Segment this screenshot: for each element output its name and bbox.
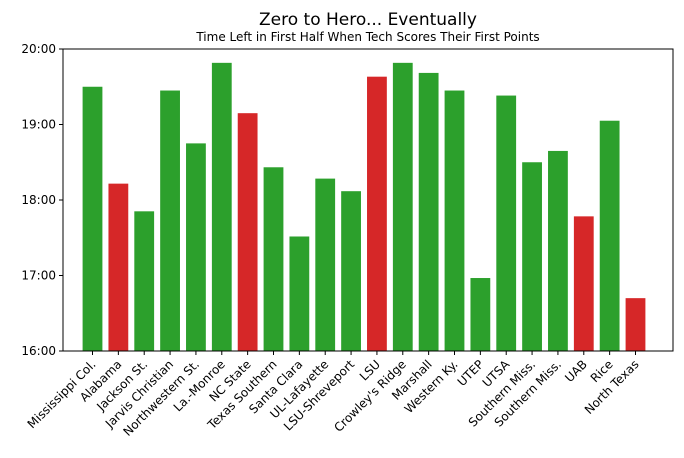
bar [108, 183, 129, 351]
bar [496, 95, 517, 351]
bar [470, 278, 491, 351]
chart-subtitle: Time Left in First Half When Tech Scores… [195, 30, 539, 44]
bar [211, 62, 232, 352]
chart-title: Zero to Hero... Eventually [259, 10, 477, 30]
y-tick-label: 19:00 [21, 118, 56, 132]
bar [289, 236, 310, 351]
bar [263, 167, 284, 351]
bar [82, 86, 103, 351]
bar [522, 162, 542, 351]
y-tick-label: 18:00 [21, 193, 56, 207]
bar [134, 211, 155, 351]
bar [186, 143, 206, 352]
plot-frame [62, 48, 674, 352]
y-tick-label: 17:00 [21, 269, 56, 283]
bar [341, 191, 361, 351]
bar [367, 76, 387, 352]
bar [315, 178, 336, 351]
y-tick-label: 16:00 [21, 344, 56, 358]
bar [392, 62, 413, 352]
bar [599, 120, 620, 351]
y-axis: 16:00 17:00 18:00 19:00 20:00 [21, 42, 63, 358]
bar [237, 113, 258, 352]
bars [82, 62, 646, 352]
bar [548, 150, 568, 351]
bar [573, 216, 594, 351]
bar [418, 72, 439, 351]
x-tick-label: UAB [562, 357, 590, 385]
bar [625, 298, 646, 351]
bar [160, 90, 180, 351]
y-tick-label: 20:00 [21, 42, 56, 56]
bar [444, 90, 465, 351]
x-tick-label: UTEP [455, 357, 487, 389]
